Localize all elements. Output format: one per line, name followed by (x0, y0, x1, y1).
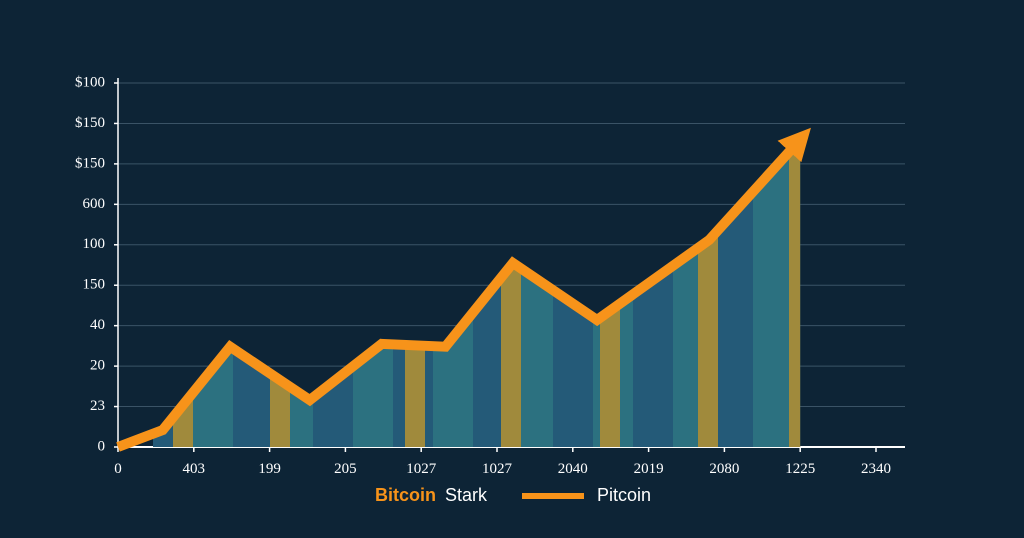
y-tick-label: 40 (90, 317, 105, 333)
gold-bar (789, 139, 801, 447)
x-tick-label: 1027 (406, 461, 437, 477)
legend-pitcoin: Pitcoin (597, 485, 651, 505)
x-tick-label: 2040 (558, 461, 588, 477)
legend-bitcoin: Bitcoin (375, 485, 436, 505)
x-tick-label: 403 (183, 461, 206, 477)
x-tick-label: 199 (258, 461, 281, 477)
x-tick-label: 2340 (861, 461, 891, 477)
x-tick-label: 2019 (634, 461, 664, 477)
y-tick-label: $100 (75, 74, 105, 90)
y-tick-label: 150 (83, 277, 106, 293)
line (116, 127, 811, 452)
x-tick-label: 1027 (482, 461, 513, 477)
x-tick-label: 0 (114, 461, 122, 477)
y-tick-label: $150 (75, 155, 105, 171)
x-tick-label: 205 (334, 461, 357, 477)
y-tick-label: 100 (83, 236, 106, 252)
x-tick-label: 1225 (785, 461, 815, 477)
y-tick-label: 20 (90, 358, 105, 374)
y-tick-label: 0 (98, 438, 106, 454)
y-tick-label: $150 (75, 115, 105, 131)
y-tick-label: 600 (83, 196, 106, 212)
x-tick-label: 2080 (709, 461, 739, 477)
legend-stark: Stark (445, 485, 488, 505)
y-tick-label: 23 (90, 398, 105, 414)
